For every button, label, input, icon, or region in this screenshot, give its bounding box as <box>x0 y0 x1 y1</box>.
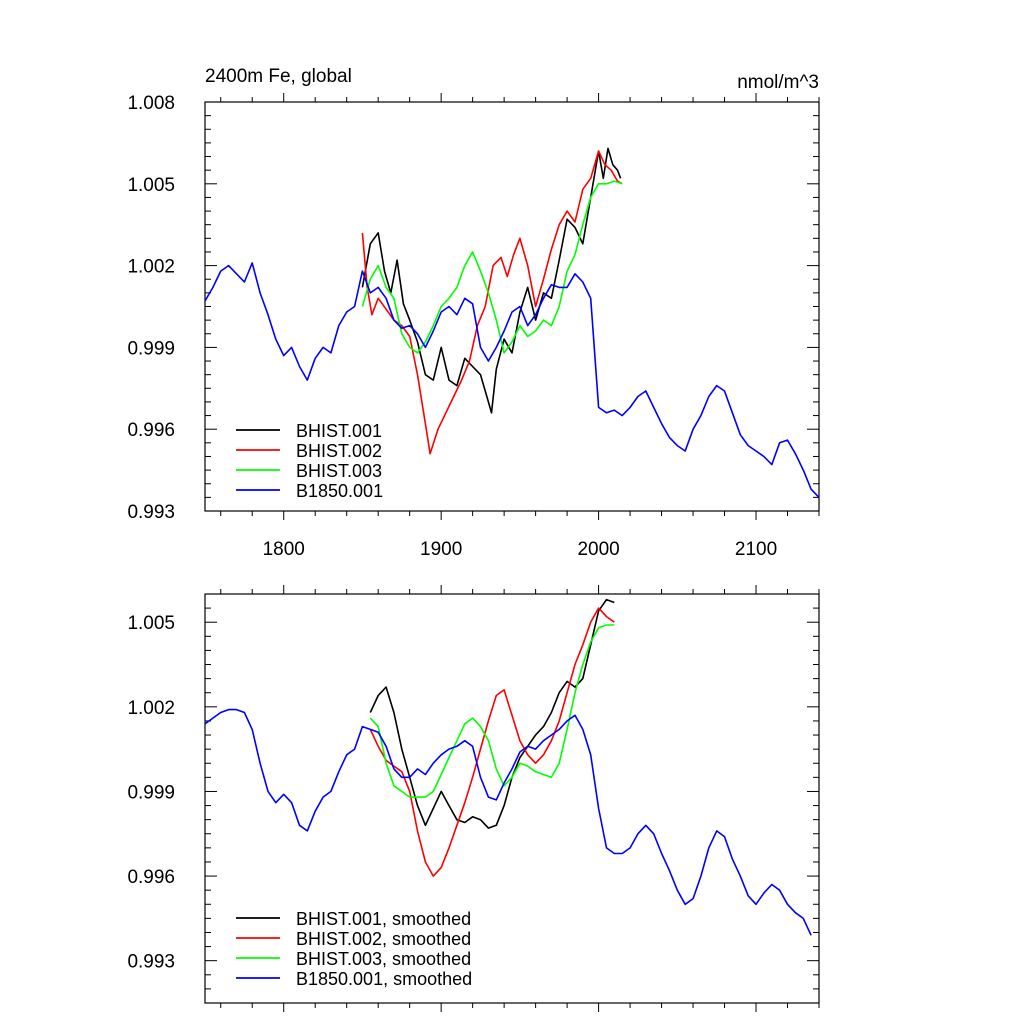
y-tick-label: 1.002 <box>127 698 175 719</box>
series-line <box>204 262 820 498</box>
series-line <box>361 147 622 414</box>
series-line <box>369 607 615 877</box>
y-tick-label: 0.993 <box>127 502 175 523</box>
series-line <box>204 708 812 936</box>
legend-label: BHIST.001 <box>296 421 382 441</box>
chart-title: 2400m Fe, global <box>205 66 352 87</box>
y-tick-label: 1.008 <box>127 93 175 114</box>
bottom-panel: 0.993 0.996 0.999 1.002 1.005 BHIST.001, smoo… <box>127 585 820 1012</box>
x-tick-label: 2000 <box>577 539 619 560</box>
plot-frame <box>204 593 820 1004</box>
legend-label: BHIST.002, smoothed <box>296 929 471 949</box>
y-tick-label: 0.996 <box>127 420 175 441</box>
y-tick-label: 1.005 <box>127 175 175 196</box>
y-tick-label: 0.993 <box>127 952 175 973</box>
legend-label: BHIST.001, smoothed <box>296 909 471 929</box>
legend-label: BHIST.003 <box>296 461 382 481</box>
legend-label: BHIST.002 <box>296 441 382 461</box>
top-panel: 1800 1900 2000 2100 0.993 0.996 0.999 1.002 1.00… <box>127 93 820 560</box>
series-line <box>369 598 615 829</box>
x-tick-label: 1800 <box>263 539 305 560</box>
series-line <box>361 180 623 354</box>
legend-label: B1850.001 <box>296 481 383 501</box>
y-tick-label: 1.005 <box>127 613 175 634</box>
x-tick-label: 1900 <box>420 539 462 560</box>
y-tick-label: 1.002 <box>127 257 175 278</box>
legend-label: BHIST.003, smoothed <box>296 949 471 969</box>
units-label: nmol/m^3 <box>737 72 819 93</box>
y-tick-label: 0.999 <box>127 782 175 803</box>
legend-label: B1850.001, smoothed <box>296 969 472 989</box>
y-tick-label: 0.999 <box>127 338 175 359</box>
x-tick-label: 2100 <box>735 539 777 560</box>
y-tick-label: 0.996 <box>127 867 175 888</box>
series-line <box>369 624 615 798</box>
series-line <box>361 150 623 455</box>
